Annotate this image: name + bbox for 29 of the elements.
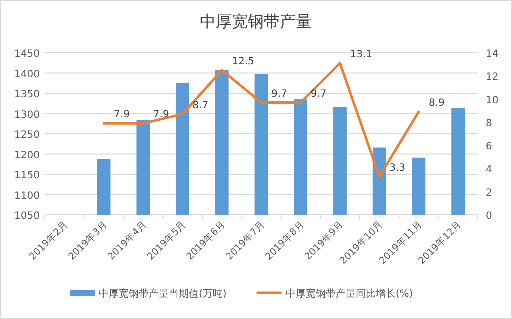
data-label: 7.9	[153, 110, 170, 121]
data-label: 12.5	[232, 56, 254, 68]
y2-tick-label: 0	[486, 211, 492, 222]
chart-title: 中厚宽钢带产量	[200, 12, 312, 31]
y-tick-label: 1400	[14, 69, 40, 80]
data-label: 8.9	[428, 98, 445, 110]
y-tick-label: 1350	[14, 90, 40, 100]
legend-label: 中厚宽钢带产量当期值(万吨)	[99, 288, 227, 300]
y2-tick-label: 12	[486, 72, 499, 84]
data-label: 9.7	[310, 88, 327, 100]
data-label: 8.7	[192, 100, 209, 112]
y-tick-label: 1050	[14, 211, 40, 222]
y2-tick-label: 2	[486, 188, 492, 199]
legend-label: 中厚宽钢带产量同比增长(%)	[286, 288, 414, 300]
y-tick-label: 1300	[14, 110, 40, 121]
y2-tick-label: 4	[486, 164, 492, 176]
y-tick-label: 1200	[14, 150, 40, 162]
y-tick-label: 1150	[14, 170, 40, 182]
y2-tick-label: 14	[486, 49, 499, 60]
y-tick-label: 1250	[14, 130, 40, 141]
data-label: 13.1	[350, 49, 372, 60]
y2-tick-label: 6	[486, 142, 492, 153]
y2-tick-label: 10	[486, 95, 499, 106]
data-label: 3.3	[390, 162, 406, 174]
y-tick-label: 1450	[14, 49, 40, 60]
data-label: 9.7	[272, 88, 288, 100]
y-tick-label: 1100	[14, 190, 40, 202]
y2-tick-label: 8	[486, 118, 492, 130]
data-label: 7.9	[114, 110, 130, 121]
